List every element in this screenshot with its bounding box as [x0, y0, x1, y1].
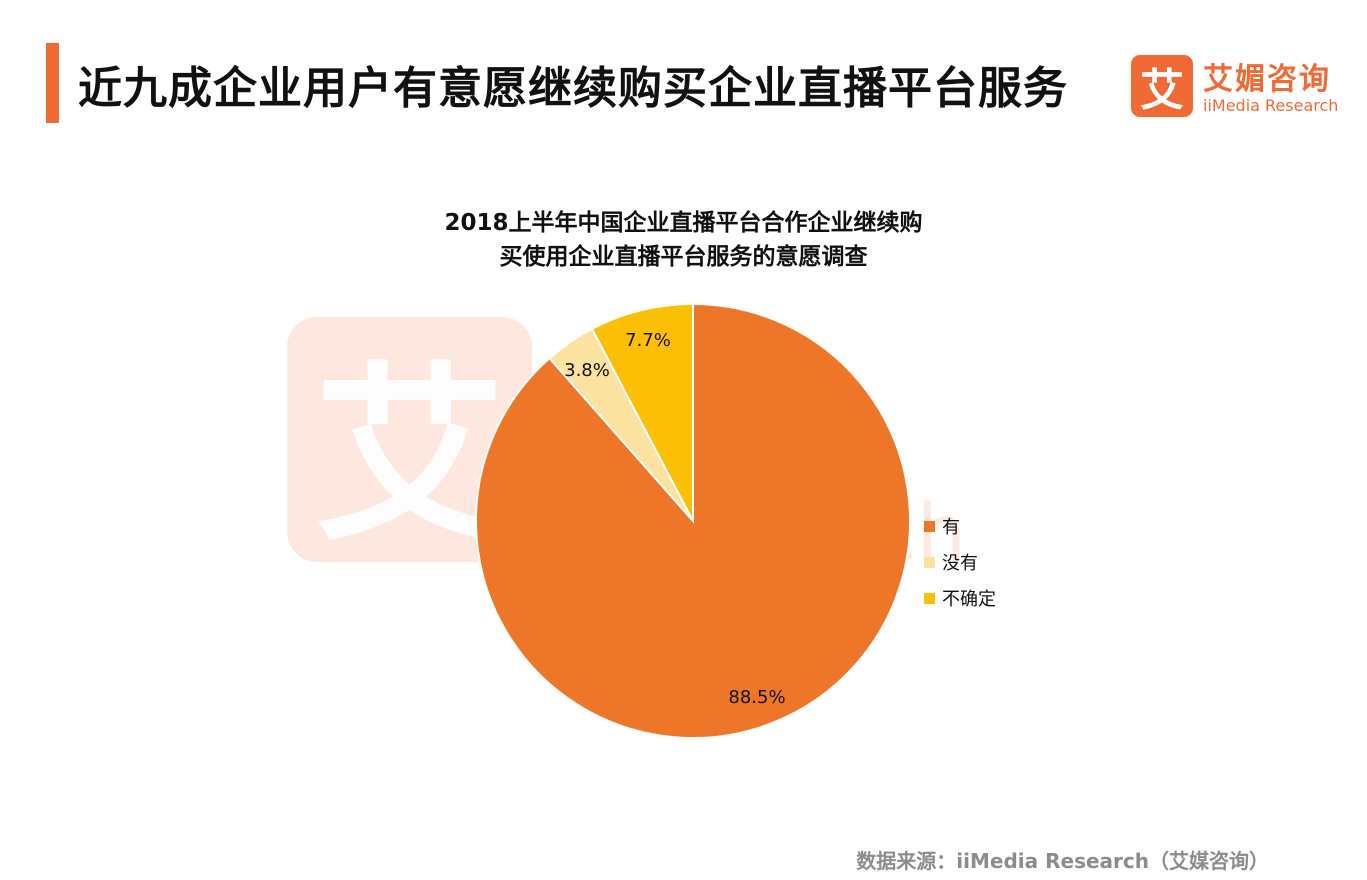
- logo-english-name: iiMedia Research: [1203, 96, 1339, 115]
- chart-title-line-1: 2018上半年中国企业直播平台合作企业继续购: [444, 210, 923, 236]
- legend-item-unsure: 不确定: [924, 580, 996, 616]
- title-accent-bar: [46, 43, 59, 123]
- logo-mark-icon: 艾: [1131, 55, 1193, 117]
- legend-label-no: 没有: [942, 553, 978, 574]
- legend-swatch-unsure: [924, 592, 935, 604]
- data-source: 数据来源：iiMedia Research（艾媒咨询）: [856, 849, 1269, 873]
- iimedia-logo: 艾 艾媚咨询 iiMedia Research: [1131, 52, 1351, 118]
- legend-swatch-yes: [924, 520, 935, 532]
- pie-value-label-no: 3.8%: [564, 360, 610, 381]
- page-title: 近九成企业用户有意愿继续购买企业直播平台服务: [78, 63, 1068, 114]
- legend-item-yes: 有: [924, 508, 996, 544]
- pie-value-label-yes: 88.5%: [728, 687, 785, 708]
- chart-title-line-2: 买使用企业直播平台服务的意愿调查: [499, 244, 868, 270]
- chart-legend: 有 没有 不确定: [924, 508, 996, 616]
- legend-label-yes: 有: [942, 517, 960, 538]
- legend-item-no: 没有: [924, 544, 996, 580]
- logo-chinese-name: 艾媚咨询: [1203, 62, 1331, 97]
- legend-swatch-no: [924, 556, 935, 568]
- pie-value-label-unsure: 7.7%: [625, 330, 671, 351]
- pie-slice-unsure: [590, 302, 694, 522]
- legend-label-unsure: 不确定: [942, 589, 996, 610]
